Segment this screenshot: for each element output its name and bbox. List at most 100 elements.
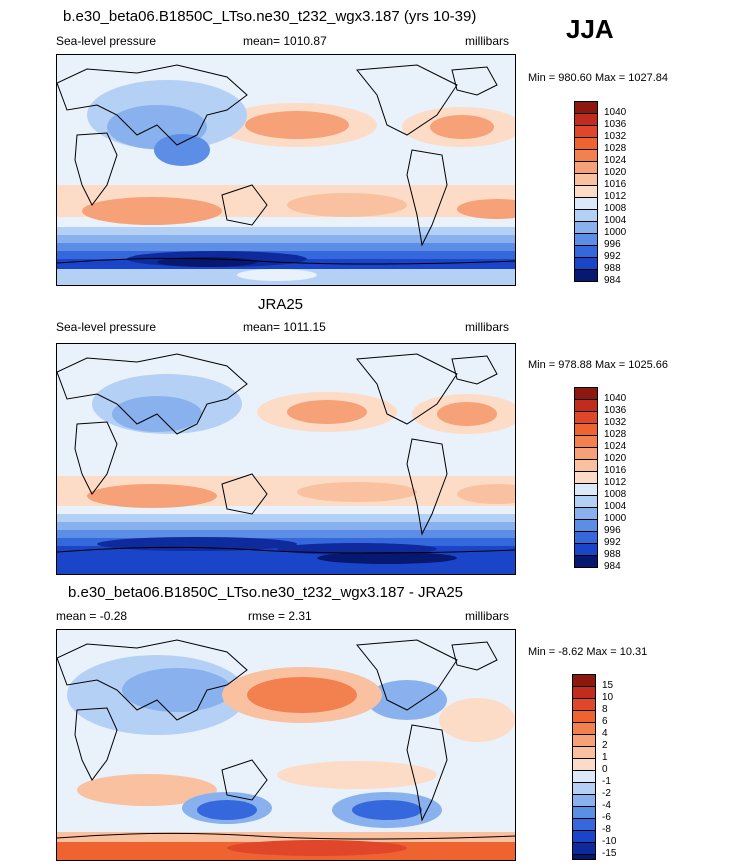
panel2-colorbar-label: 988 <box>604 549 621 560</box>
panel1-title: b.e30_beta06.B1850C_LTso.ne30_t232_wgx3.… <box>63 8 477 25</box>
panel2-left-label: Sea-level pressure <box>56 320 157 334</box>
panel2-colorbar-cell <box>575 436 597 448</box>
panel1-colorbar-label: 1024 <box>604 155 627 166</box>
panel2-colorbar-cell <box>575 496 597 508</box>
panel2-colorbar-cell <box>575 448 597 460</box>
panel1-colorbar-label: 1028 <box>604 143 627 154</box>
panel1-colorbar-cell <box>575 114 597 126</box>
panel3-colorbar-cell <box>573 843 595 855</box>
panel3-colorbar-label: 2 <box>602 740 608 751</box>
panel1-mean: mean= 1010.87 <box>243 34 327 48</box>
panel1-colorbar-label: 1032 <box>604 131 627 142</box>
panel1-colorbar-cell <box>575 102 597 114</box>
panel1-colorbar-label: 1008 <box>604 203 627 214</box>
panel2-colorbar-label: 1032 <box>604 417 627 428</box>
panel2-colorbar-label: 992 <box>604 537 621 548</box>
panel2-colorbar-cell <box>575 424 597 436</box>
panel2-colorbar-cell <box>575 532 597 544</box>
panel2-colorbar-cell <box>575 508 597 520</box>
panel2-title: JRA25 <box>258 296 304 313</box>
panel3-colorbar-label: 0 <box>602 764 608 775</box>
panel3-colorbar-cell <box>573 831 595 843</box>
panel2-colorbar-cell <box>575 556 597 567</box>
panel1-left-label: Sea-level pressure <box>56 34 157 48</box>
panel1-colorbar-label: 988 <box>604 263 621 274</box>
panel3-mean: mean = -0.28 <box>56 609 128 623</box>
panel3-colorbar-cell <box>573 723 595 735</box>
panel1-map <box>56 54 516 286</box>
panel3-colorbar-label: -4 <box>602 800 611 811</box>
panel3-colorbar-label: 15 <box>602 680 614 691</box>
panel2-colorbar-label: 984 <box>604 561 621 572</box>
panel3-colorbar-label: 8 <box>602 704 608 715</box>
panel3-colorbar-cell <box>573 735 595 747</box>
panel1-colorbar-cell <box>575 150 597 162</box>
panel3-colorbar-cell <box>573 819 595 831</box>
panel3-colorbar-label: 6 <box>602 716 608 727</box>
panel3-colorbar-cell <box>573 759 595 771</box>
panel2-colorbar-label: 1040 <box>604 393 627 404</box>
panel3-colorbar-cell <box>573 687 595 699</box>
panel1-units: millibars <box>465 34 510 48</box>
panel3-colorbar-cell <box>573 771 595 783</box>
panel3-colorbar <box>572 674 596 860</box>
panel2-colorbar-cell <box>575 388 597 400</box>
panel1-colorbar-label: 1020 <box>604 167 627 178</box>
panel3-colorbar-cell <box>573 711 595 723</box>
panel2-colorbar-label: 1008 <box>604 489 627 500</box>
panel3-title: b.e30_beta06.B1850C_LTso.ne30_t232_wgx3.… <box>68 584 464 601</box>
panel2-colorbar-cell <box>575 484 597 496</box>
panel1-colorbar-cell <box>575 210 597 222</box>
panel1-colorbar-label: 1016 <box>604 179 627 190</box>
panel2-minmax: Min = 978.88 Max = 1025.66 <box>528 359 669 371</box>
panel1-colorbar-cell <box>575 246 597 258</box>
panel3-minmax: Min = -8.62 Max = 10.31 <box>528 646 648 658</box>
panel2-colorbar-label: 1036 <box>604 405 627 416</box>
panel1-colorbar-label: 984 <box>604 275 621 286</box>
panel3-colorbar-cell <box>573 855 595 859</box>
panel3-colorbar-cell <box>573 747 595 759</box>
panel2-colorbar-label: 1012 <box>604 477 627 488</box>
panel3-colorbar-cell <box>573 807 595 819</box>
panel2-colorbar-cell <box>575 544 597 556</box>
panel3-colorbar-cell <box>573 699 595 711</box>
panel3-colorbar-label: 10 <box>602 692 614 703</box>
panel3-colorbar-label: -2 <box>602 788 611 799</box>
panel1-minmax: Min = 980.60 Max = 1027.84 <box>528 72 669 84</box>
panel1-colorbar-label: 1004 <box>604 215 627 226</box>
panel2-map <box>56 343 516 575</box>
panel2-colorbar <box>574 387 598 568</box>
panel1-colorbar-cell <box>575 270 597 281</box>
panel3-colorbar-label: -10 <box>602 836 617 847</box>
panel1-colorbar-label: 1000 <box>604 227 627 238</box>
panel1-colorbar-cell <box>575 186 597 198</box>
panel2-colorbar-label: 1016 <box>604 465 627 476</box>
panel3-colorbar-label: -6 <box>602 812 611 823</box>
panel3-units: millibars <box>465 609 510 623</box>
panel3-colorbar-label: 4 <box>602 728 608 739</box>
panel3-colorbar-label: -15 <box>602 848 617 859</box>
panel1-colorbar-label: 1040 <box>604 107 627 118</box>
panel2-units: millibars <box>465 320 510 334</box>
panel3-map <box>56 629 516 861</box>
panel3-colorbar-cell <box>573 783 595 795</box>
panel1-colorbar-cell <box>575 162 597 174</box>
panel2-colorbar-cell <box>575 472 597 484</box>
panel2-colorbar-label: 1004 <box>604 501 627 512</box>
panel1-colorbar-cell <box>575 138 597 150</box>
panel2-colorbar-cell <box>575 400 597 412</box>
panel3-colorbar-cell <box>573 795 595 807</box>
panel1-colorbar-cell <box>575 174 597 186</box>
panel1-colorbar-label: 1012 <box>604 191 627 202</box>
season-label: JJA <box>566 14 614 44</box>
panel1-colorbar-cell <box>575 126 597 138</box>
panel1-colorbar-label: 992 <box>604 251 621 262</box>
panel2-colorbar-label: 1024 <box>604 441 627 452</box>
panel1-colorbar <box>574 101 598 282</box>
panel1-colorbar-cell <box>575 222 597 234</box>
panel2-colorbar-cell <box>575 520 597 532</box>
panel3-colorbar-label: -8 <box>602 824 611 835</box>
panel2-colorbar-label: 1020 <box>604 453 627 464</box>
panel2-colorbar-label: 996 <box>604 525 621 536</box>
panel3-colorbar-label: 1 <box>602 752 608 763</box>
